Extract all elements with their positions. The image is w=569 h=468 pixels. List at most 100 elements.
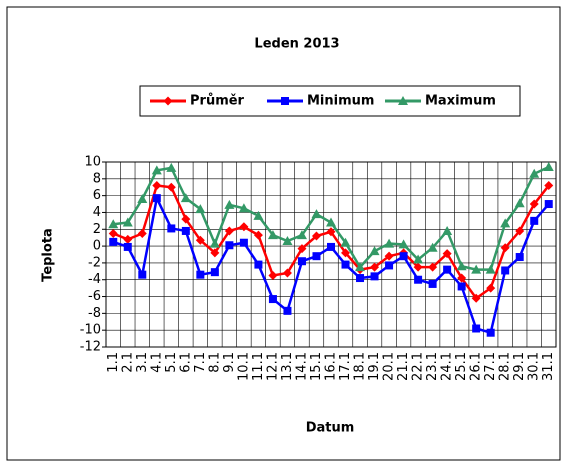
marker — [122, 217, 133, 227]
marker — [296, 230, 307, 240]
marker — [413, 254, 424, 264]
x-tick-label: 9.1 — [222, 352, 237, 373]
marker — [530, 216, 539, 225]
marker — [239, 238, 248, 247]
marker — [181, 226, 190, 235]
marker — [167, 224, 176, 233]
marker — [427, 242, 438, 252]
marker — [181, 214, 191, 224]
y-tick-label: 6 — [93, 188, 101, 203]
marker — [543, 162, 554, 172]
x-tick-label: 26.1 — [469, 352, 484, 381]
marker — [326, 227, 336, 237]
marker — [544, 200, 553, 209]
marker — [166, 182, 176, 192]
marker — [123, 234, 133, 244]
x-tick-label: 1.1 — [106, 352, 121, 373]
y-tick-label: 8 — [93, 171, 101, 186]
legend-label: Průměr — [190, 94, 245, 109]
y-tick-label: -2 — [88, 255, 101, 270]
marker — [312, 252, 321, 261]
x-tick-label: 6.1 — [178, 352, 193, 373]
marker — [123, 242, 132, 251]
marker — [399, 252, 408, 261]
marker — [224, 199, 235, 209]
legend-label: Minimum — [307, 94, 374, 109]
marker — [180, 193, 191, 203]
marker — [471, 264, 482, 274]
x-tick-label: 4.1 — [149, 352, 164, 373]
marker — [385, 261, 394, 270]
marker — [341, 248, 351, 258]
y-axis-label: Teplota — [41, 228, 56, 282]
marker — [326, 217, 336, 227]
marker — [311, 231, 321, 241]
marker — [486, 283, 496, 293]
y-tick-label: -12 — [80, 340, 101, 355]
x-tick-label: 16.1 — [324, 352, 339, 381]
x-tick-label: 8.1 — [207, 352, 222, 373]
marker — [457, 282, 466, 291]
y-tick-label: -8 — [88, 306, 101, 321]
marker — [457, 273, 467, 283]
x-tick-label: 22.1 — [411, 352, 426, 381]
marker — [210, 268, 219, 277]
x-tick-label: 15.1 — [309, 352, 324, 381]
marker — [414, 275, 423, 284]
marker — [398, 239, 409, 249]
marker — [163, 96, 173, 106]
marker — [238, 203, 249, 213]
chart-title: Leden 2013 — [254, 37, 339, 52]
x-tick-label: 23.1 — [425, 352, 440, 381]
marker — [428, 279, 437, 288]
marker — [225, 241, 234, 250]
x-tick-label: 20.1 — [382, 352, 397, 381]
x-tick-label: 14.1 — [294, 352, 309, 381]
marker — [327, 242, 335, 251]
marker — [254, 260, 263, 269]
marker — [341, 260, 350, 269]
marker — [253, 230, 263, 240]
y-tick-label: 2 — [93, 222, 101, 237]
y-tick-label: 10 — [84, 155, 101, 170]
marker — [210, 248, 220, 258]
marker — [138, 270, 147, 279]
marker — [501, 266, 510, 275]
marker — [515, 226, 525, 236]
x-tick-label: 29.1 — [512, 352, 527, 381]
marker — [297, 244, 307, 254]
marker — [413, 262, 423, 272]
x-tick-label: 7.1 — [193, 352, 208, 373]
marker — [108, 228, 118, 238]
marker — [472, 324, 481, 333]
marker — [282, 236, 293, 246]
marker — [486, 328, 495, 337]
marker — [297, 257, 306, 266]
marker — [281, 97, 289, 105]
marker — [195, 204, 206, 214]
marker — [152, 194, 161, 203]
marker — [268, 271, 278, 281]
y-tick-label: 0 — [93, 239, 101, 254]
marker — [355, 262, 366, 272]
marker — [442, 249, 452, 259]
marker — [282, 268, 292, 278]
marker — [137, 228, 147, 238]
x-tick-label: 30.1 — [527, 352, 542, 381]
marker — [268, 295, 277, 304]
marker — [151, 165, 162, 175]
marker — [529, 168, 540, 178]
marker — [369, 246, 380, 256]
marker — [267, 230, 278, 240]
x-tick-label: 24.1 — [440, 352, 455, 381]
marker — [529, 199, 539, 209]
x-tick-label: 2.1 — [120, 352, 135, 373]
x-tick-label: 11.1 — [251, 352, 266, 381]
y-tick-label: -6 — [88, 289, 101, 304]
marker — [485, 264, 496, 274]
x-tick-label: 10.1 — [236, 352, 251, 381]
marker — [442, 225, 453, 235]
x-tick-label: 13.1 — [280, 352, 295, 381]
x-tick-label: 25.1 — [454, 352, 469, 381]
